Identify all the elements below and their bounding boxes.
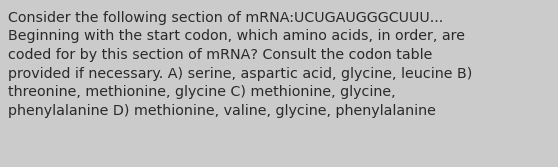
Text: Consider the following section of mRNA:UCUGAUGGGCUUU...
Beginning with the start: Consider the following section of mRNA:U… [8,11,473,118]
